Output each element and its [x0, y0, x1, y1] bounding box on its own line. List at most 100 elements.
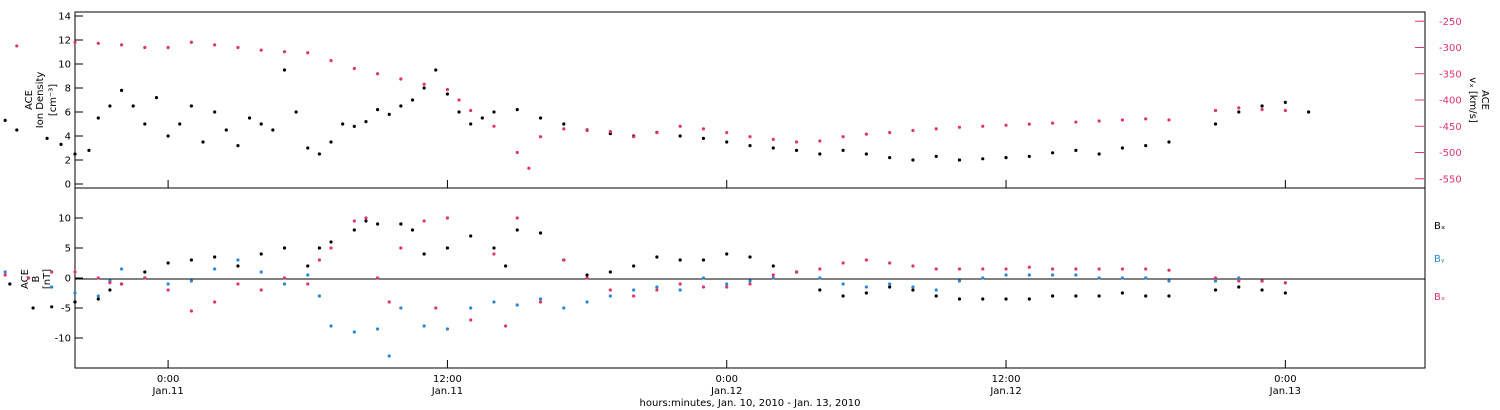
- bx-point: [515, 228, 519, 232]
- ion-density-point: [562, 122, 566, 126]
- by-point: [1050, 273, 1055, 277]
- bz-point: [1283, 281, 1287, 285]
- bx-point: [888, 285, 892, 289]
- bx-point: [678, 258, 682, 262]
- by-point: [387, 354, 391, 358]
- bx-point: [1120, 291, 1125, 295]
- bz-point: [888, 261, 892, 265]
- by-point: [934, 288, 938, 292]
- ion-density-point: [131, 104, 135, 108]
- bx-point: [841, 294, 845, 298]
- ion-density-point: [434, 68, 438, 72]
- bx-point: [166, 261, 170, 265]
- bx-point: [96, 297, 100, 301]
- by-point: [1213, 279, 1218, 283]
- ion-density-point: [399, 104, 403, 108]
- vx-point: [794, 140, 799, 144]
- bx-point: [8, 282, 12, 286]
- ion-density-point: [492, 110, 496, 114]
- x-tick-time: 12:00: [433, 374, 462, 385]
- bz-point: [306, 282, 310, 286]
- bz-point: [1120, 267, 1125, 271]
- vx-point: [143, 45, 147, 50]
- bx-point: [108, 288, 112, 292]
- ion-density-point: [469, 122, 473, 126]
- bz-point: [375, 276, 380, 280]
- by-point: [1097, 276, 1101, 280]
- top-y-tick-label: 2: [65, 156, 71, 167]
- bz-point: [236, 282, 240, 286]
- bx-point: [771, 264, 775, 268]
- by-point: [352, 330, 356, 334]
- vx-point: [73, 40, 77, 44]
- bz-point: [119, 282, 124, 286]
- bz-point: [608, 288, 612, 292]
- by-point: [632, 288, 636, 292]
- vx-point: [818, 139, 822, 143]
- ion-density-point: [841, 148, 845, 152]
- vx-point: [725, 130, 729, 135]
- bz-point: [841, 261, 845, 265]
- by-point: [911, 285, 915, 289]
- vx-point: [771, 137, 775, 141]
- vx-point: [166, 45, 170, 50]
- ion-density-point: [1167, 140, 1171, 144]
- by-point: [1144, 276, 1148, 280]
- by-point: [422, 324, 426, 328]
- by-point: [748, 279, 752, 283]
- ion-density-point: [201, 140, 205, 144]
- top-y2-tick-label: -500: [1439, 148, 1462, 159]
- bx-point: [236, 264, 240, 268]
- bx-point: [410, 228, 415, 232]
- bx-point: [364, 219, 368, 223]
- by-point: [538, 297, 543, 301]
- bx-point: [957, 297, 962, 301]
- bz-point: [1074, 267, 1078, 271]
- ion-density-point: [73, 152, 77, 156]
- ion-density-point: [1283, 100, 1287, 104]
- vx-point: [678, 124, 682, 128]
- ion-density-point: [1260, 104, 1264, 108]
- bx-point: [1050, 294, 1055, 298]
- bx-point: [1097, 294, 1101, 298]
- bz-point: [632, 294, 636, 298]
- bx-point: [492, 246, 496, 250]
- ion-density-point: [154, 96, 159, 100]
- ion-density-point: [422, 86, 426, 90]
- vx-point: [457, 98, 461, 102]
- vx-point: [306, 51, 310, 55]
- top-y-label-line-1: ACE: [24, 90, 35, 110]
- bottom-y-label-line-1: ACE: [20, 269, 31, 289]
- ion-density-point: [364, 120, 368, 124]
- legend-bx: Bₓ: [1434, 221, 1445, 232]
- bz-point: [818, 267, 822, 271]
- bx-point: [213, 255, 217, 259]
- vx-point: [864, 132, 868, 136]
- top-y-tick-label: 12: [58, 36, 71, 47]
- vx-point: [469, 108, 473, 113]
- bz-point: [422, 219, 426, 223]
- bx-point: [701, 258, 706, 262]
- ion-density-point: [166, 134, 170, 138]
- bx-point: [1027, 297, 1031, 301]
- top-y2-tick-label: -350: [1439, 69, 1462, 80]
- x-tick-date: Jan.12: [710, 386, 742, 397]
- by-point: [608, 294, 612, 298]
- bx-point: [632, 264, 636, 268]
- ion-density-point: [15, 128, 19, 132]
- by-point: [282, 282, 287, 286]
- by-point: [492, 300, 496, 304]
- ion-density-point: [143, 122, 147, 126]
- ion-density-point: [3, 118, 7, 122]
- ion-density-point: [1097, 152, 1101, 156]
- ion-density-point: [329, 140, 333, 144]
- by-point: [981, 276, 985, 280]
- ion-density-point: [178, 122, 182, 126]
- bz-point: [1050, 267, 1055, 271]
- vx-point: [1050, 121, 1055, 125]
- bx-point: [375, 222, 380, 226]
- bx-point: [748, 255, 752, 259]
- x-tick-date: Jan.11: [151, 386, 183, 397]
- bz-point: [562, 258, 566, 262]
